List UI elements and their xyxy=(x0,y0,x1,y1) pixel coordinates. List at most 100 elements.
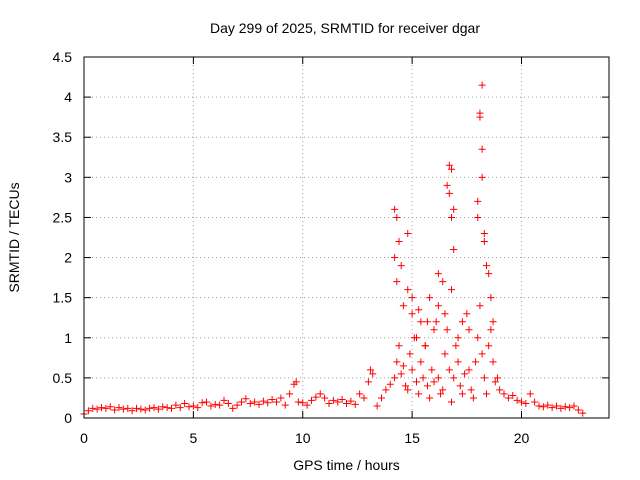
data-point xyxy=(172,401,180,409)
data-point xyxy=(467,386,475,394)
data-point xyxy=(535,402,543,410)
data-point xyxy=(450,374,458,382)
data-point xyxy=(338,396,346,404)
data-point xyxy=(189,402,197,410)
data-point xyxy=(421,342,429,350)
data-point xyxy=(574,406,582,414)
data-point xyxy=(413,334,420,342)
data-point xyxy=(448,398,455,406)
data-point xyxy=(124,404,132,412)
data-point xyxy=(334,398,342,406)
data-point xyxy=(367,366,375,374)
data-point xyxy=(566,404,574,412)
y-tick-label: 0 xyxy=(64,410,72,426)
data-point xyxy=(102,404,110,412)
data-point xyxy=(382,386,390,394)
y-tick-label: 4.5 xyxy=(53,49,73,65)
data-point xyxy=(181,400,189,408)
data-point xyxy=(369,370,377,378)
plot-frame xyxy=(83,56,610,419)
chart-title: Day 299 of 2025, SRMTID for receiver dga… xyxy=(210,20,480,36)
data-point xyxy=(393,213,401,221)
data-point xyxy=(408,310,416,318)
data-point xyxy=(316,390,324,398)
data-point xyxy=(445,366,453,374)
data-point xyxy=(474,213,482,221)
data-point xyxy=(89,404,97,412)
data-point xyxy=(255,400,263,408)
data-point xyxy=(93,405,101,413)
data-point xyxy=(441,350,449,358)
data-point xyxy=(273,398,280,406)
data-point xyxy=(176,404,184,412)
data-point xyxy=(476,113,484,121)
data-point xyxy=(553,402,560,410)
data-point xyxy=(395,342,403,350)
data-point xyxy=(463,310,471,318)
y-tick-label: 3 xyxy=(64,169,72,185)
data-point xyxy=(417,318,425,326)
data-point xyxy=(393,278,401,286)
data-point xyxy=(489,358,497,366)
data-point xyxy=(106,403,114,411)
x-axis-label: GPS time / hours xyxy=(293,457,400,473)
data-point xyxy=(491,378,499,386)
data-point xyxy=(476,302,484,310)
data-point xyxy=(246,400,254,408)
y-axis-label: SRMTID / TECUs xyxy=(6,182,22,292)
data-point xyxy=(277,394,285,402)
y-tick-label: 4 xyxy=(64,89,72,105)
data-point xyxy=(458,390,466,398)
data-point xyxy=(531,398,539,406)
data-point xyxy=(474,334,482,342)
data-point xyxy=(452,342,460,350)
data-point xyxy=(159,403,167,411)
data-point xyxy=(220,396,228,404)
data-point xyxy=(465,366,473,374)
x-tick-label: 10 xyxy=(295,430,311,446)
y-tick-label: 3.5 xyxy=(53,129,73,145)
data-point xyxy=(308,396,315,404)
data-point xyxy=(448,213,455,221)
data-point xyxy=(364,378,372,386)
data-point xyxy=(454,358,462,366)
data-point xyxy=(264,399,272,407)
data-point xyxy=(439,278,447,286)
data-point xyxy=(443,326,451,334)
data-point xyxy=(399,362,407,370)
x-tick-label: 15 xyxy=(404,430,420,446)
data-point xyxy=(325,400,333,408)
data-point xyxy=(434,270,442,278)
data-point xyxy=(408,294,416,302)
data-point xyxy=(203,398,210,406)
data-point xyxy=(426,294,434,302)
data-point xyxy=(458,318,466,326)
data-point xyxy=(185,403,193,411)
data-point xyxy=(343,400,350,408)
data-point xyxy=(408,366,416,374)
data-point xyxy=(393,358,401,366)
data-point xyxy=(224,400,232,408)
y-tick-labels: 0 0.5 1 1.5 2 2.5 3 3.5 4 4.5 xyxy=(53,49,73,426)
y-tick-label: 2.5 xyxy=(53,209,73,225)
data-point xyxy=(98,404,105,412)
data-point xyxy=(518,398,525,406)
data-point xyxy=(268,396,276,404)
data-point xyxy=(561,403,569,411)
data-point xyxy=(395,238,403,246)
data-point xyxy=(487,326,495,334)
data-point xyxy=(423,318,431,326)
data-point xyxy=(485,270,493,278)
data-point xyxy=(509,392,517,400)
data-point xyxy=(233,401,241,409)
data-point xyxy=(478,350,486,358)
data-point xyxy=(281,401,289,409)
data-point xyxy=(472,358,480,366)
data-point xyxy=(303,401,311,409)
data-point xyxy=(480,374,488,382)
data-point xyxy=(448,286,455,294)
data-point xyxy=(544,401,552,409)
data-point xyxy=(211,400,219,408)
grid-lines xyxy=(84,57,609,418)
